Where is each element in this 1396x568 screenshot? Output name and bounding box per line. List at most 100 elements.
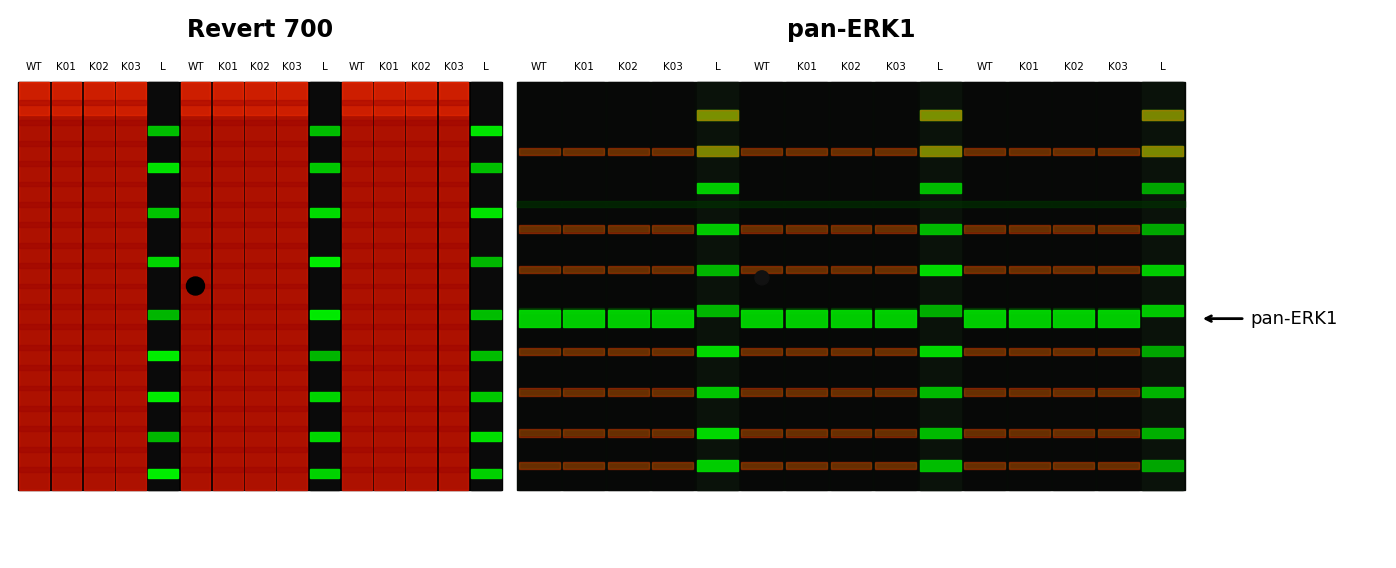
Bar — [831, 349, 871, 354]
Bar — [1009, 462, 1050, 469]
Bar — [438, 427, 469, 431]
Bar — [1142, 428, 1184, 438]
Bar — [52, 324, 81, 329]
Bar — [965, 429, 1005, 437]
Bar — [180, 283, 211, 289]
Bar — [920, 306, 960, 316]
Bar — [438, 182, 469, 186]
Bar — [116, 182, 145, 186]
Bar — [374, 324, 403, 329]
Bar — [342, 427, 371, 431]
Text: Revert 700: Revert 700 — [187, 18, 334, 42]
Bar — [148, 257, 179, 266]
Text: K03: K03 — [282, 62, 302, 72]
Bar — [20, 182, 49, 186]
Bar — [1097, 389, 1139, 396]
Bar — [1142, 110, 1184, 120]
Bar — [278, 141, 307, 145]
Bar — [116, 161, 145, 166]
Bar — [180, 141, 211, 145]
Bar — [406, 304, 436, 309]
Bar — [470, 469, 501, 478]
Bar — [52, 365, 81, 370]
Bar — [374, 222, 403, 227]
Bar — [214, 304, 243, 309]
Bar — [875, 149, 916, 154]
Bar — [607, 463, 649, 468]
Bar — [342, 467, 371, 472]
Bar — [741, 349, 782, 354]
Bar — [564, 311, 604, 327]
Bar — [374, 120, 403, 126]
Bar — [374, 283, 403, 289]
Bar — [1053, 462, 1094, 469]
Bar — [920, 428, 960, 438]
Bar — [1053, 148, 1094, 155]
Bar — [406, 120, 436, 126]
Bar — [246, 182, 275, 186]
Bar — [438, 82, 469, 115]
Bar — [607, 308, 649, 313]
Bar — [52, 467, 81, 472]
Bar — [564, 429, 604, 437]
Bar — [652, 390, 694, 395]
Bar — [342, 82, 371, 490]
Bar — [564, 349, 604, 354]
Bar — [52, 120, 81, 126]
Bar — [965, 349, 1005, 354]
Bar — [278, 182, 307, 186]
Bar — [246, 100, 275, 105]
Bar — [116, 427, 145, 431]
Bar — [52, 447, 81, 452]
Bar — [564, 389, 604, 396]
Bar — [607, 227, 649, 231]
Bar — [310, 310, 339, 319]
Bar — [406, 406, 436, 411]
Bar — [374, 386, 403, 390]
Bar — [831, 390, 871, 395]
Bar — [278, 243, 307, 248]
Bar — [52, 406, 81, 411]
Bar — [875, 308, 916, 313]
Bar — [652, 148, 694, 155]
Bar — [1097, 308, 1139, 313]
Bar — [519, 149, 560, 154]
Bar — [214, 82, 243, 115]
Bar — [148, 208, 179, 217]
Bar — [374, 447, 403, 452]
Bar — [920, 461, 960, 471]
Bar — [519, 148, 560, 155]
Bar — [607, 349, 649, 354]
Text: K01: K01 — [574, 62, 593, 72]
Bar — [214, 427, 243, 431]
Bar — [965, 148, 1005, 155]
Bar — [438, 141, 469, 145]
Bar — [1142, 82, 1184, 490]
Bar — [246, 141, 275, 145]
Bar — [342, 222, 371, 227]
Bar — [278, 447, 307, 452]
Bar — [1053, 82, 1094, 490]
Bar — [214, 82, 243, 490]
Bar — [519, 429, 560, 437]
Bar — [875, 462, 916, 469]
Bar — [875, 463, 916, 468]
Bar — [1097, 82, 1139, 490]
Bar — [470, 351, 501, 360]
Bar — [920, 346, 960, 356]
Bar — [52, 82, 81, 490]
Bar — [84, 467, 113, 472]
Bar — [278, 467, 307, 472]
Bar — [310, 392, 339, 400]
Text: L: L — [937, 62, 942, 72]
Bar — [831, 462, 871, 469]
Bar — [406, 467, 436, 472]
Bar — [652, 225, 694, 232]
Bar — [831, 389, 871, 396]
Bar — [831, 149, 871, 154]
Bar — [564, 148, 604, 155]
Bar — [920, 387, 960, 397]
Bar — [116, 324, 145, 329]
Bar — [741, 148, 782, 155]
Bar — [84, 120, 113, 126]
